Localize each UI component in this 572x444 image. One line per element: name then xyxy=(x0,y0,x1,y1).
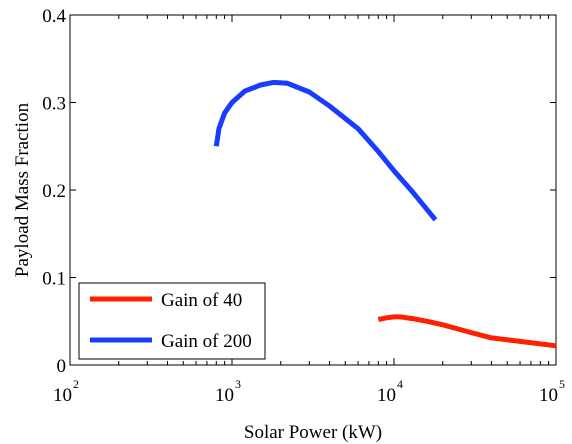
y-tick-label: 0.1 xyxy=(42,269,66,290)
x-axis-title: Solar Power (kW) xyxy=(244,422,382,443)
x-tick-base: 10 xyxy=(539,385,558,406)
y-tick-label: 0.4 xyxy=(42,6,66,27)
x-tick-exponent: 3 xyxy=(235,377,241,391)
legend-box xyxy=(78,282,266,360)
x-tick-label: 105 xyxy=(539,377,565,406)
y-tick-label: 0.2 xyxy=(42,181,66,202)
x-tick-label: 102 xyxy=(53,377,79,406)
series-line-1 xyxy=(213,79,438,222)
x-tick-base: 10 xyxy=(215,385,234,406)
y-tick-label: 0 xyxy=(57,356,67,377)
legend-label-gain-200: Gain of 200 xyxy=(161,331,252,352)
x-tick-label: 103 xyxy=(215,377,241,406)
x-tick-exponent: 4 xyxy=(397,377,403,391)
x-tick-exponent: 5 xyxy=(559,377,565,391)
x-tick-label: 104 xyxy=(377,377,403,406)
y-axis-title: Payload Mass Fraction xyxy=(12,102,33,277)
legend-label-gain-40: Gain of 40 xyxy=(161,290,242,311)
y-tick-label: 0.3 xyxy=(42,94,66,115)
series-line-0 xyxy=(377,314,557,349)
legend: Gain of 40 Gain of 200 xyxy=(78,282,266,360)
x-tick-base: 10 xyxy=(53,385,72,406)
x-tick-exponent: 2 xyxy=(73,377,79,391)
x-tick-base: 10 xyxy=(377,385,396,406)
series-layer xyxy=(213,79,557,349)
